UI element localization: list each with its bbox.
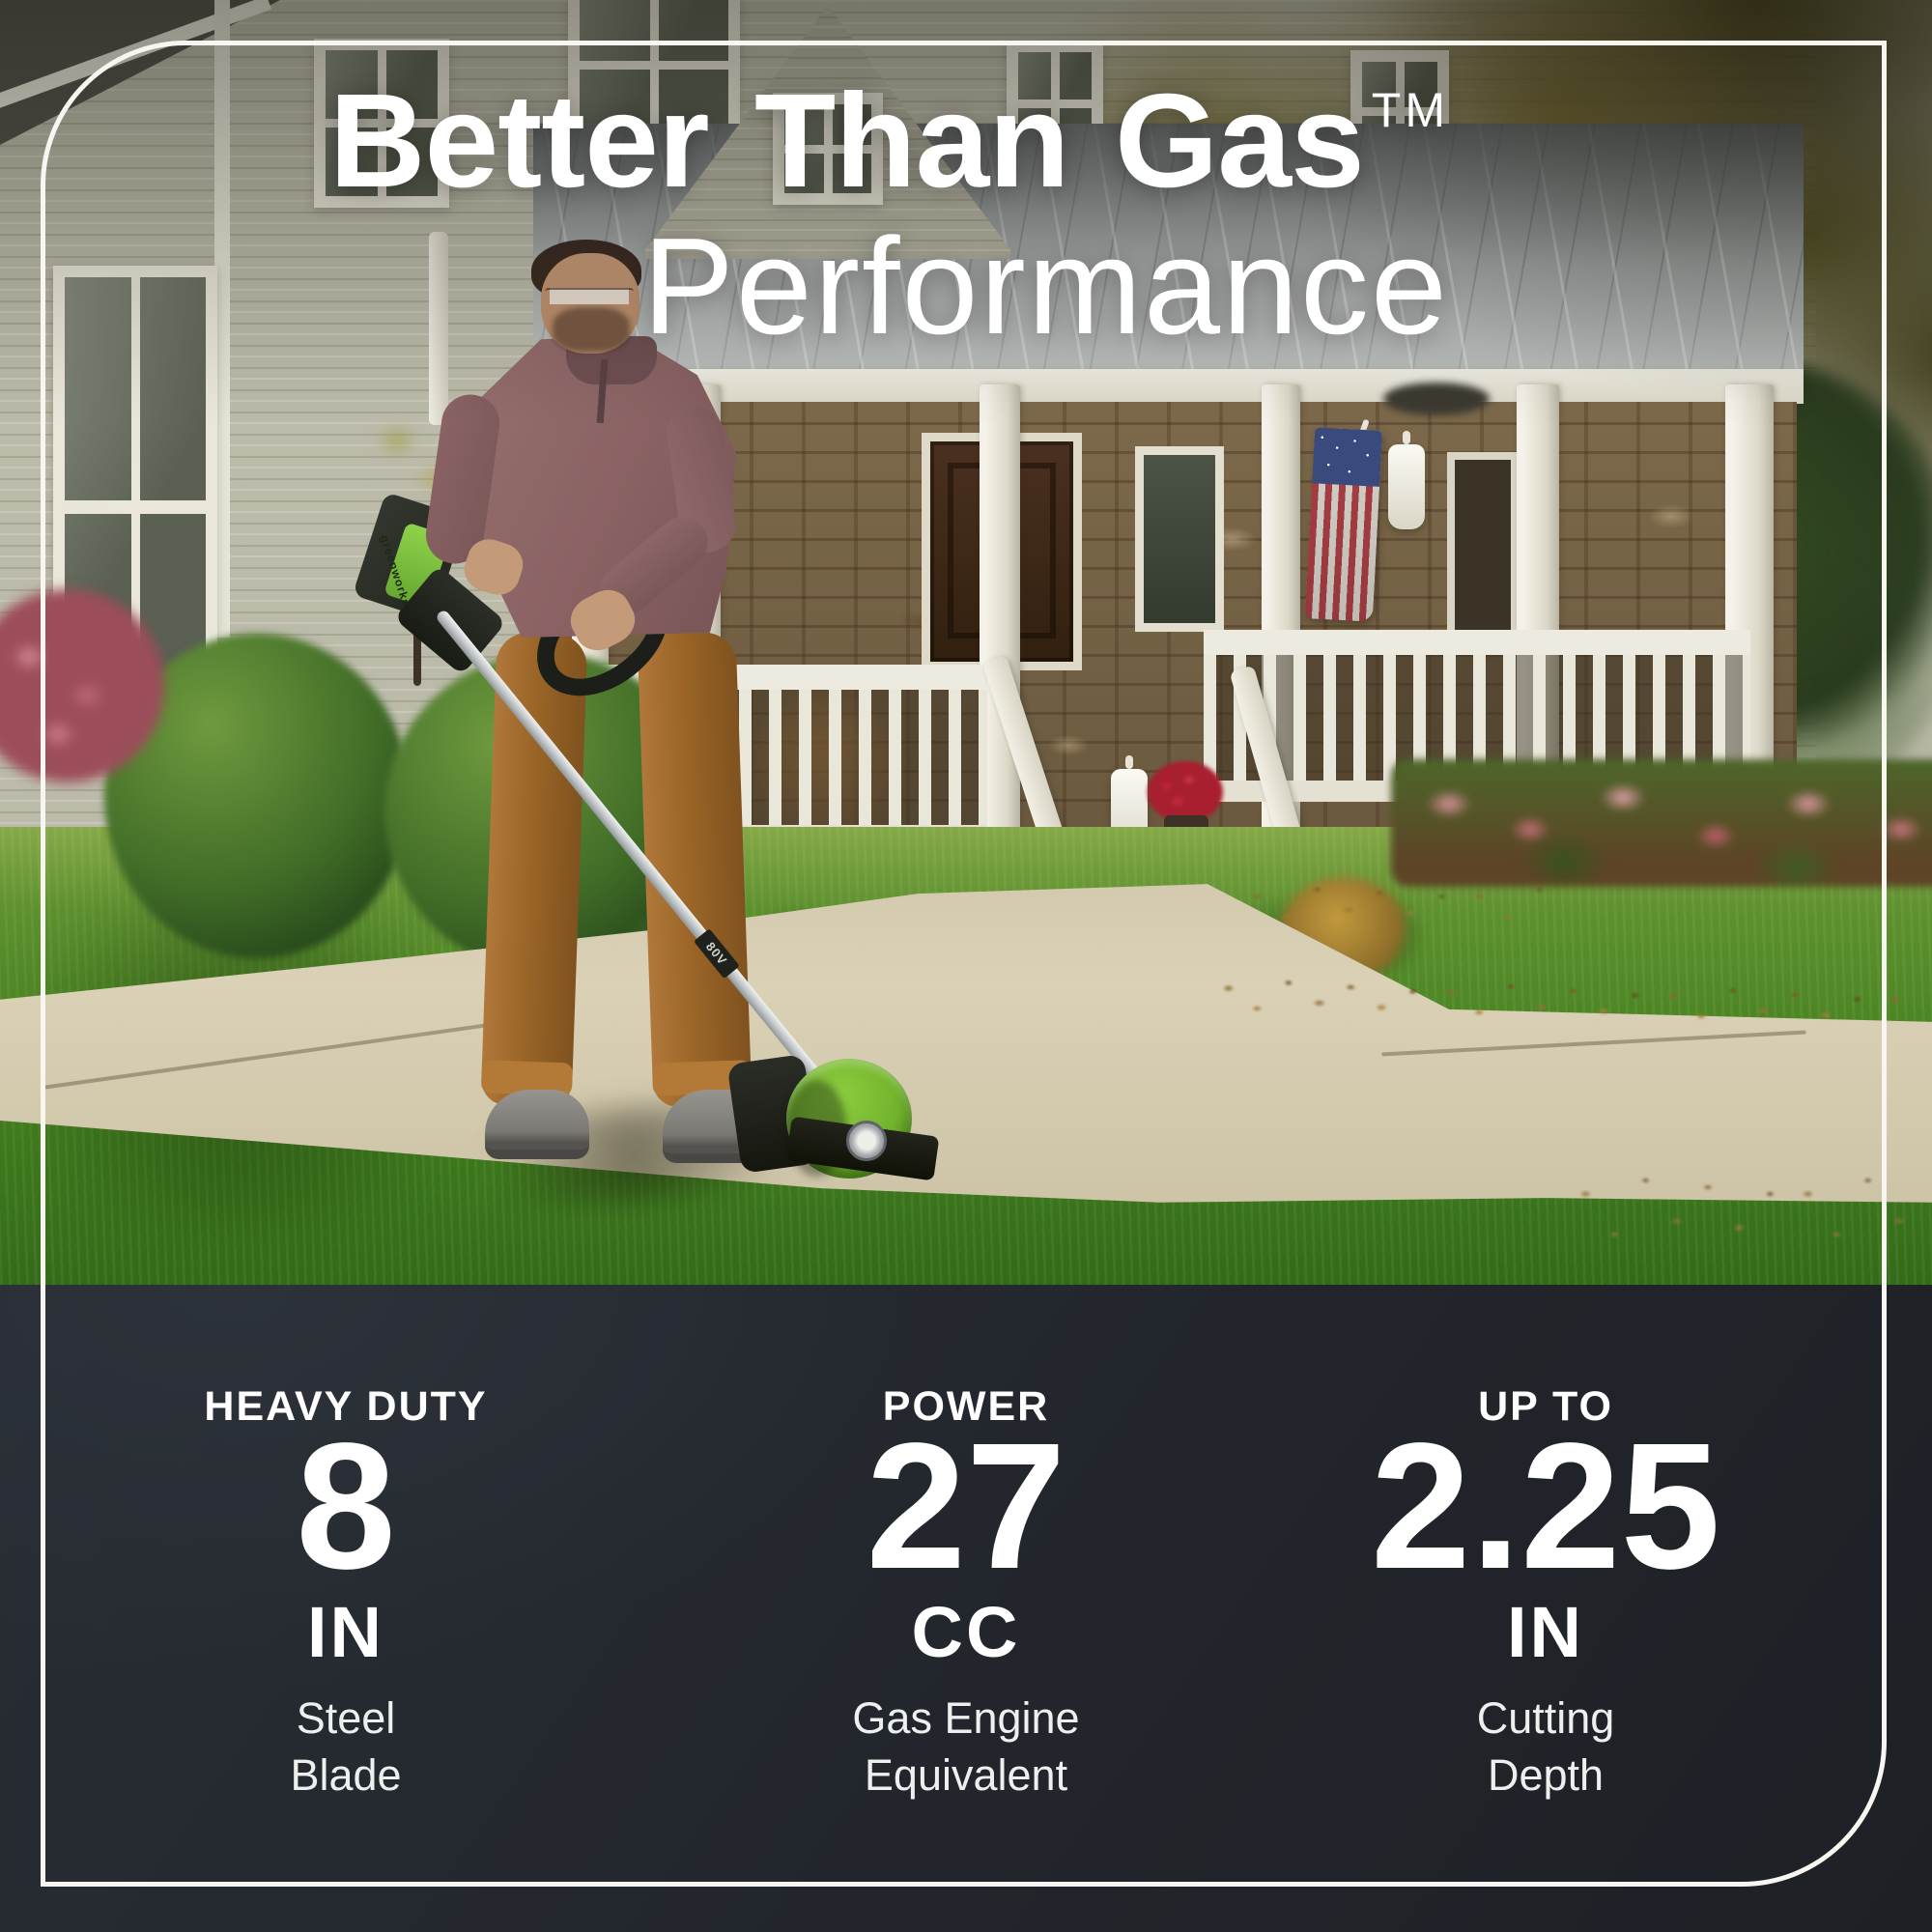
- headline: Better Than Gas TM Performance: [329, 73, 1449, 357]
- stat-column-power: POWER 27 CC Gas Engine Equivalent: [676, 1285, 1256, 1932]
- downspout: [429, 232, 448, 425]
- stat-label: HEAVY DUTY: [204, 1383, 488, 1430]
- stat-desc-line2: Equivalent: [864, 1750, 1068, 1801]
- headline-line1: Better Than Gas TM: [329, 73, 1449, 210]
- stat-desc-line1: Gas Engine: [852, 1693, 1080, 1743]
- porch-ceiling-fan: [1383, 383, 1490, 415]
- stat-desc-line1: Cutting: [1476, 1693, 1615, 1743]
- stat-description: Steel Blade: [56, 1690, 636, 1804]
- corner-gradient-overlay: [1024, 0, 1932, 541]
- stat-value: 2.25: [1370, 1406, 1720, 1606]
- stat-unit: CC: [911, 1592, 1021, 1672]
- man-left-leg: [480, 631, 588, 1108]
- man-beard: [553, 307, 630, 352]
- headline-line1-text: Better Than Gas: [328, 67, 1365, 215]
- stat-desc-line1: Steel: [296, 1693, 396, 1743]
- red-mum-flowers: [1148, 761, 1223, 823]
- stat-value: 8: [296, 1406, 396, 1606]
- pink-flower-bush: [0, 589, 164, 782]
- azalea-bed: [1391, 759, 1932, 887]
- stats-panel: HEAVY DUTY 8 IN Steel Blade POWER 27 CC …: [0, 1285, 1932, 1932]
- hanging-lantern: [1388, 431, 1425, 529]
- fallen-leaves: [1575, 1140, 1922, 1275]
- stat-label: UP TO: [1478, 1383, 1613, 1430]
- safety-glasses: [545, 288, 634, 304]
- top-gradient-overlay: [0, 0, 1932, 425]
- stat-desc-line2: Blade: [290, 1750, 402, 1801]
- stat-description: Gas Engine Equivalent: [676, 1690, 1256, 1804]
- man-left-shoe: [485, 1090, 589, 1159]
- window: [568, 0, 740, 143]
- porch-window: [1135, 446, 1224, 632]
- screen-door: [1447, 452, 1519, 641]
- stat-description: Cutting Depth: [1256, 1690, 1835, 1804]
- stat-unit: IN: [307, 1592, 384, 1672]
- edger-wheel-hub: [846, 1121, 887, 1161]
- stat-unit: IN: [1507, 1592, 1584, 1672]
- leaf-drift: [1216, 961, 1914, 1040]
- hero-photo: greenworks 80V: [0, 0, 1932, 1285]
- stat-column-depth: UP TO 2.25 IN Cutting Depth: [1256, 1285, 1835, 1932]
- stat-value: 27: [866, 1406, 1066, 1606]
- stat-desc-line2: Depth: [1487, 1750, 1605, 1801]
- stat-label: POWER: [882, 1383, 1050, 1430]
- porch-fascia-beam: [533, 369, 1804, 404]
- headline-line2: Performance: [642, 209, 1449, 363]
- trademark-symbol: TM: [1371, 83, 1449, 137]
- corner-trim: [214, 0, 230, 638]
- stat-column-blade: HEAVY DUTY 8 IN Steel Blade: [56, 1285, 636, 1932]
- gable-window: [773, 93, 883, 205]
